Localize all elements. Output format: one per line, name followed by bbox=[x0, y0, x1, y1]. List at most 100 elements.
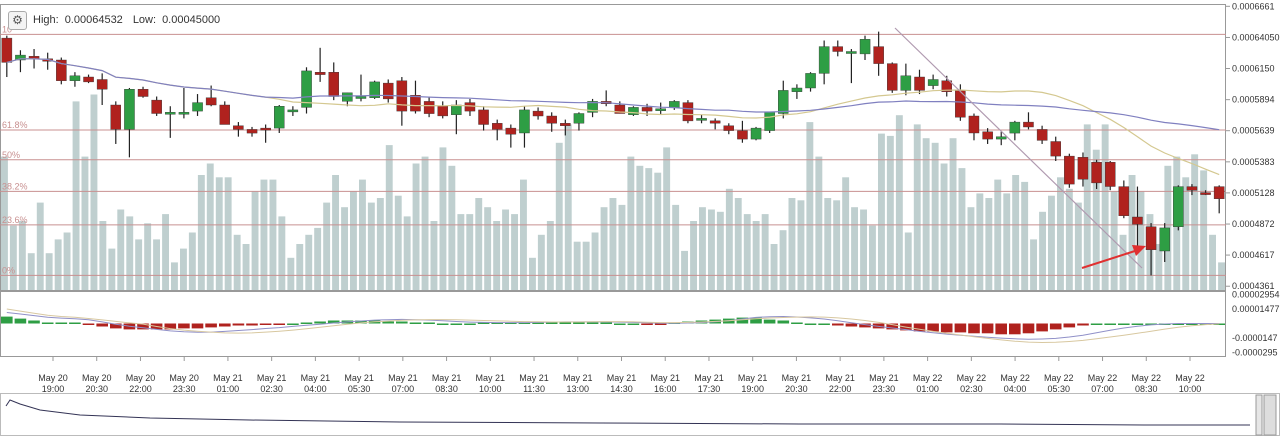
osc-bar bbox=[940, 323, 953, 333]
candle bbox=[1009, 120, 1021, 141]
candle bbox=[859, 35, 871, 60]
low-value: 0.00045000 bbox=[162, 14, 221, 26]
osc-bar bbox=[164, 323, 177, 330]
time-tick-time: 22:00 bbox=[829, 384, 852, 394]
fib-label: 23.6% bbox=[2, 215, 28, 225]
volume-bar bbox=[1200, 170, 1208, 290]
candle-body bbox=[914, 76, 925, 91]
volume-bar bbox=[430, 221, 438, 290]
candle bbox=[1104, 160, 1116, 191]
osc-tick-label: 0.00002954 bbox=[1232, 289, 1280, 299]
candle bbox=[1186, 184, 1198, 196]
osc-bar bbox=[28, 320, 40, 324]
price-panel-frame bbox=[0, 4, 1226, 291]
osc-bars bbox=[1, 316, 1225, 335]
time-tick-time: 19:00 bbox=[741, 384, 764, 394]
volume-bar bbox=[976, 193, 984, 290]
candle-body bbox=[750, 127, 762, 140]
navigator-left-handle[interactable] bbox=[1255, 394, 1263, 436]
volume-bar bbox=[81, 156, 89, 290]
candle-body bbox=[1118, 186, 1130, 217]
volume-bar bbox=[878, 133, 885, 290]
time-tick-day: May 21 bbox=[301, 373, 331, 383]
osc-bar bbox=[1077, 323, 1089, 326]
volume-bar bbox=[555, 142, 563, 290]
candle-body bbox=[573, 113, 585, 124]
osc-tick-label: -0.0000147 bbox=[1232, 333, 1278, 343]
volume-bar bbox=[394, 195, 402, 290]
candle-body bbox=[423, 101, 435, 114]
gear-icon[interactable]: ⚙ bbox=[8, 10, 27, 30]
volume-bar bbox=[1137, 191, 1145, 290]
candle-body bbox=[355, 96, 367, 99]
candle-body bbox=[151, 99, 162, 114]
candle-body bbox=[519, 109, 530, 134]
candle-body bbox=[1023, 121, 1034, 128]
candle-body bbox=[832, 46, 844, 52]
osc-bar bbox=[14, 318, 27, 324]
candle bbox=[696, 114, 707, 124]
volume-bar bbox=[188, 232, 196, 290]
volume-bar bbox=[296, 244, 304, 290]
candle-body bbox=[164, 112, 176, 115]
trend-line bbox=[894, 27, 1143, 269]
time-tick-time: 01:00 bbox=[916, 384, 939, 394]
fib-label: 50% bbox=[2, 150, 20, 160]
time-tick-time: 08:30 bbox=[1135, 384, 1158, 394]
candle-body bbox=[478, 109, 489, 125]
volume-bar bbox=[869, 225, 876, 290]
volume-bar bbox=[439, 147, 447, 290]
candle-body bbox=[1, 37, 13, 63]
time-tick-time: 17:30 bbox=[698, 384, 721, 394]
time-tick-day: May 22 bbox=[1044, 373, 1074, 383]
volume-bar bbox=[215, 177, 223, 290]
volume-bar bbox=[645, 168, 653, 290]
volume-bar bbox=[260, 179, 268, 290]
candle bbox=[83, 74, 94, 84]
volume-bar bbox=[913, 124, 921, 291]
candle bbox=[709, 118, 721, 130]
osc-bar bbox=[1145, 323, 1157, 325]
candle-body bbox=[219, 104, 230, 125]
volume-bar bbox=[72, 101, 80, 291]
candle-body bbox=[1173, 186, 1184, 228]
time-tick-day: May 21 bbox=[213, 373, 243, 383]
osc-bar bbox=[1118, 323, 1130, 325]
volume-bar bbox=[251, 191, 259, 290]
candle bbox=[274, 105, 285, 134]
candle-body bbox=[982, 131, 993, 140]
candle-body bbox=[791, 87, 803, 92]
osc-bar bbox=[859, 323, 871, 328]
volume-bar bbox=[520, 179, 527, 290]
ma-slow-line bbox=[6, 58, 1220, 131]
candle bbox=[982, 128, 993, 144]
volume-bar bbox=[546, 221, 554, 290]
candle-body bbox=[859, 39, 871, 55]
osc-bar bbox=[300, 322, 313, 324]
osc-bar bbox=[1172, 323, 1185, 325]
candle-body bbox=[941, 80, 953, 92]
candle bbox=[900, 63, 912, 96]
volume-bar bbox=[466, 214, 474, 290]
candle-body bbox=[301, 70, 312, 108]
time-tick-day: May 21 bbox=[432, 373, 462, 383]
candle bbox=[437, 101, 449, 119]
volume-bar bbox=[448, 165, 456, 290]
candle bbox=[818, 40, 830, 85]
candle bbox=[178, 87, 190, 119]
osc-bar bbox=[614, 323, 626, 325]
navigator-panel bbox=[0, 393, 1280, 436]
osc-bar bbox=[545, 322, 558, 324]
candle-body bbox=[818, 46, 830, 74]
volume-bar bbox=[537, 234, 545, 290]
osc-bar bbox=[137, 323, 149, 330]
time-tick-day: May 21 bbox=[519, 373, 549, 383]
candle-body bbox=[369, 81, 380, 98]
volume-bar bbox=[126, 216, 134, 290]
osc-tick-label: 0.00001477 bbox=[1232, 304, 1280, 314]
navigator-right-handle[interactable] bbox=[1263, 394, 1277, 436]
osc-panel-frame bbox=[0, 291, 1226, 357]
candle bbox=[1, 35, 13, 78]
candle-body bbox=[655, 108, 666, 111]
